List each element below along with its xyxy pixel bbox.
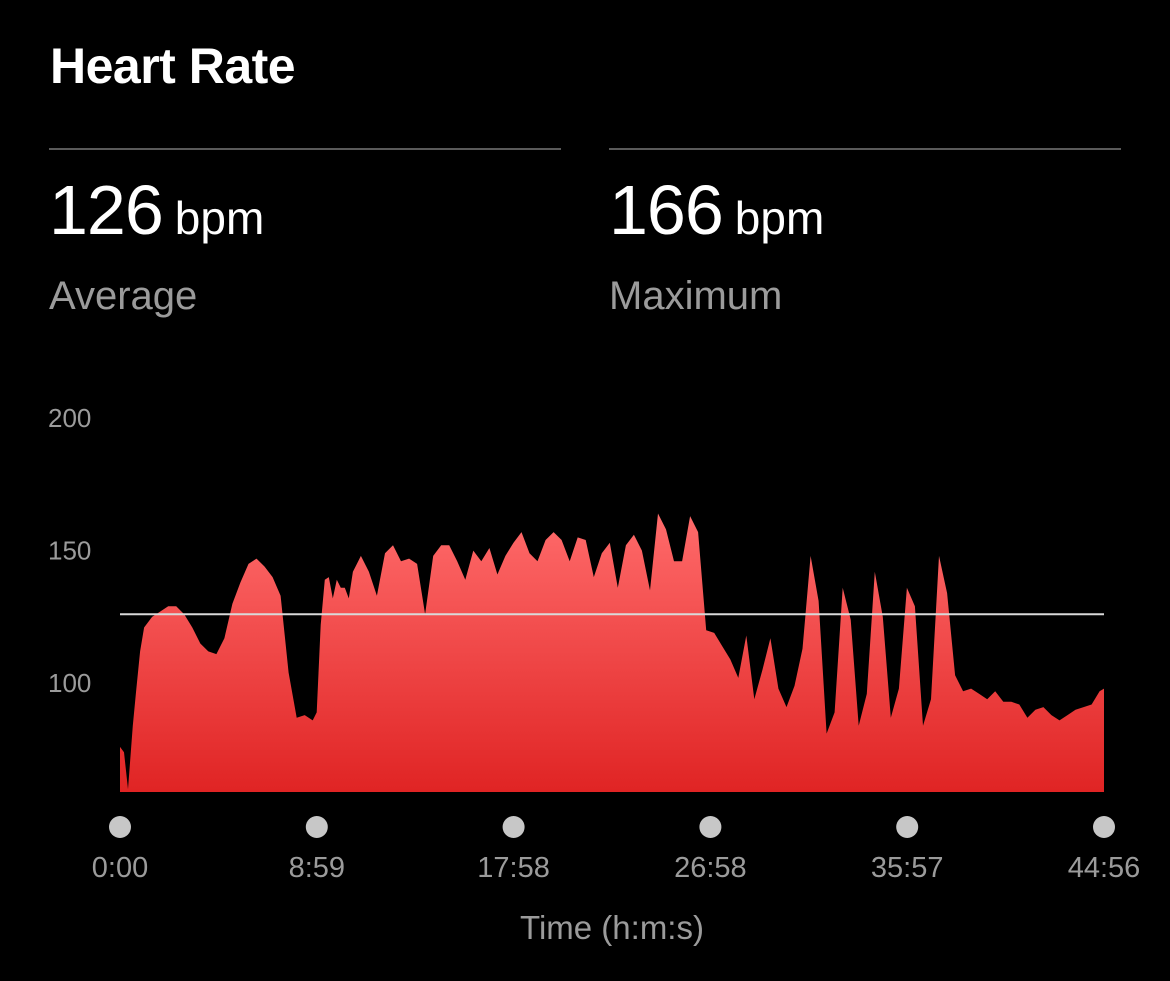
maximum-value-row: 166 bpm [609,174,1121,266]
average-label: Average [49,274,198,318]
heart-rate-area [120,513,1104,792]
x-tick-label: 0:00 [92,852,148,884]
x-tick-dot [502,816,525,838]
average-unit: bpm [174,192,265,244]
x-tick-label: 35:57 [871,852,944,884]
maximum-label: Maximum [609,274,783,318]
average-value: 126 [49,171,164,249]
x-tick-label: 26:58 [674,852,747,884]
page-title: Heart Rate [50,38,296,94]
average-value-row: 126 bpm [49,174,561,266]
average-stat: 126 bpm Average [49,148,561,320]
x-tick-dot [699,816,722,838]
x-tick-dot [1093,816,1115,838]
y-tick-label: 100 [48,668,91,698]
x-tick-dot [305,816,328,838]
y-tick-label: 150 [48,536,91,566]
x-tick-label: 44:56 [1068,852,1141,884]
x-axis-label: Time (h:m:s) [520,909,704,946]
x-tick-dot [896,816,919,838]
maximum-unit: bpm [734,192,825,244]
heart-rate-chart: 200 150 100 0:00 8:59 17:58 26:58 35:57 44:56 T… [48,403,1141,946]
x-tick-dot [109,816,131,838]
y-tick-label: 200 [48,403,91,433]
x-axis: 0:00 8:59 17:58 26:58 35:57 44:56 [92,816,1141,884]
maximum-stat: 166 bpm Maximum [609,148,1121,320]
x-tick-label: 17:58 [477,852,550,884]
y-axis: 200 150 100 [48,403,91,698]
x-tick-label: 8:59 [289,852,345,884]
maximum-value: 166 [609,171,724,249]
